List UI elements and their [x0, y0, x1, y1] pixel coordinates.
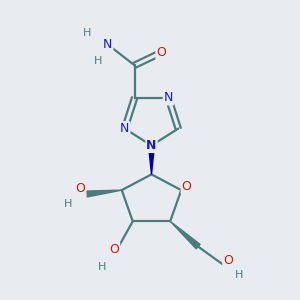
Text: O: O: [110, 243, 119, 256]
Polygon shape: [148, 146, 154, 174]
Text: N: N: [103, 38, 112, 51]
Text: H: H: [98, 262, 106, 272]
Text: H: H: [64, 199, 73, 209]
Text: N: N: [164, 92, 173, 104]
Text: O: O: [182, 180, 191, 193]
Text: N: N: [120, 122, 129, 135]
Polygon shape: [170, 221, 200, 249]
Text: O: O: [156, 46, 166, 59]
Text: O: O: [76, 182, 85, 195]
Text: H: H: [94, 56, 102, 66]
Polygon shape: [87, 190, 122, 197]
Text: H: H: [234, 270, 243, 280]
Text: N: N: [146, 139, 157, 152]
Text: O: O: [223, 254, 233, 267]
Text: H: H: [83, 28, 91, 38]
